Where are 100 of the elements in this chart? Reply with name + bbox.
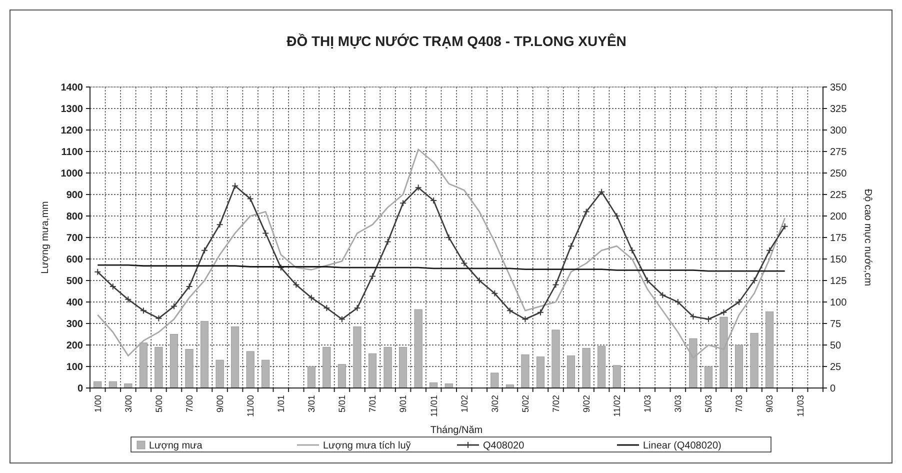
x-tick-label: 5/02: [520, 395, 530, 413]
y-tick-label: 600: [66, 254, 84, 266]
point: [613, 212, 620, 220]
point: [384, 238, 392, 246]
point: [460, 260, 468, 267]
point: [720, 308, 728, 316]
bar: [490, 372, 499, 388]
bar: [567, 356, 576, 388]
bar: [399, 346, 408, 388]
x-tick-label: 5/00: [154, 395, 164, 413]
y2-tick-label: 325: [830, 104, 848, 115]
point: [124, 296, 132, 303]
bar: [734, 344, 744, 388]
point: [338, 316, 346, 323]
point: [201, 246, 208, 254]
point: [506, 307, 514, 314]
x-tick-label: 1/02: [459, 395, 470, 413]
y-tick-label: 800: [66, 212, 84, 222]
x-tick-label: 3/00: [123, 395, 134, 413]
point: [246, 195, 254, 202]
point: [354, 304, 361, 312]
point: [262, 230, 270, 237]
bar: [200, 321, 209, 388]
y-tick-label: 300: [66, 319, 84, 330]
point: [414, 184, 422, 192]
legend-label: Lượng mưa: [149, 440, 203, 452]
x-axis-title: Tháng/Năm: [430, 425, 483, 436]
bar: [384, 346, 392, 388]
legend-label: Linear (Q408020): [643, 440, 722, 452]
bar: [750, 332, 758, 388]
y-tick-label: 700: [66, 233, 84, 244]
y-axis-title: Lượng mưa,mm: [40, 201, 51, 274]
bar: [231, 326, 240, 388]
bar: [552, 330, 560, 388]
y-tick-label: 0: [77, 384, 84, 394]
point: [186, 283, 193, 290]
x-tick-label: 3/02: [490, 395, 500, 413]
bar: [246, 351, 254, 388]
point: [323, 304, 330, 312]
x-tick-label: 9/02: [581, 395, 592, 413]
bar: [444, 384, 453, 388]
point: [140, 307, 147, 314]
y2-tick-label: 300: [830, 126, 848, 136]
point: [400, 200, 407, 207]
y2-tick-label: 100: [830, 298, 848, 308]
y2-tick-label: 275: [830, 147, 848, 158]
y-tick-label: 500: [66, 276, 84, 287]
y2-tick-label: 125: [830, 276, 848, 287]
y2-axis-title: Độ cao mực nước,cm: [862, 188, 873, 286]
point: [216, 221, 224, 228]
y2-tick-label: 75: [830, 319, 842, 330]
point: [522, 316, 529, 323]
point: [644, 277, 651, 284]
point: [109, 283, 116, 290]
x-tick-label: 3/01: [306, 395, 317, 413]
y-tick-label: 1200: [60, 126, 84, 136]
point: [766, 246, 774, 254]
bar: [124, 384, 132, 388]
bar: [536, 356, 545, 388]
point: [598, 188, 606, 196]
x-tick-label: 7/00: [184, 395, 194, 413]
y-tick-label: 900: [66, 190, 84, 201]
point: [155, 314, 162, 322]
y-tick-label: 1400: [60, 82, 84, 94]
point: [232, 182, 239, 190]
y2-tick-label: 350: [830, 82, 848, 94]
x-tick-label: 7/02: [550, 395, 561, 413]
point: [308, 294, 315, 302]
y2-tick-label: 0: [830, 384, 836, 394]
bar: [185, 349, 194, 388]
point: [445, 234, 452, 241]
point: [552, 281, 560, 288]
x-tick-label: 7/01: [368, 395, 378, 413]
x-tick-label: 3/03: [673, 395, 684, 413]
x-tick-label: 5/01: [337, 395, 348, 413]
bar: [170, 334, 178, 388]
bar: [353, 326, 362, 388]
bar: [108, 381, 117, 388]
x-tick-label: 11/00: [245, 395, 256, 417]
x-tick-label: 9/00: [214, 395, 225, 413]
point: [170, 302, 178, 310]
point: [690, 313, 697, 320]
y2-tick-label: 150: [830, 254, 848, 266]
bar: [94, 381, 102, 388]
y2-tick-label: 175: [830, 233, 848, 244]
bar: [322, 346, 331, 388]
bar: [414, 309, 422, 388]
bar: [307, 366, 316, 388]
bar: [766, 311, 774, 388]
point: [491, 290, 498, 297]
bar: [704, 366, 712, 388]
y-tick-label: 1100: [61, 147, 84, 158]
y-tick-label: 200: [66, 340, 84, 352]
x-tick-label: 1/00: [92, 395, 103, 413]
y2-tick-label: 200: [830, 212, 848, 222]
y-tick-label: 400: [66, 298, 84, 308]
point: [476, 277, 483, 284]
point: [292, 281, 300, 288]
bar: [598, 346, 606, 388]
bar: [262, 360, 270, 388]
